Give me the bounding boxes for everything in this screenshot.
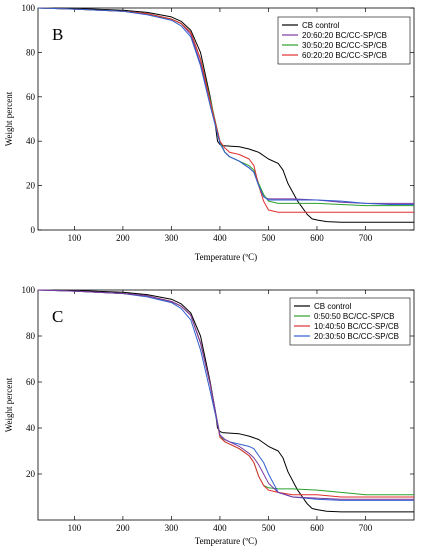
panel-c-x-axis-title: Temperature (ºC) <box>195 536 257 546</box>
panel-b-y-tick-label: 100 <box>22 3 36 13</box>
panel-c-series-line-4 <box>37 289 414 500</box>
panel-c-x-tick-label: 500 <box>262 523 276 533</box>
panel-b-x-tick-label: 200 <box>116 233 130 243</box>
panel-c-letter: C <box>52 307 63 326</box>
panel-b-x-tick-label: 300 <box>165 233 179 243</box>
panel-c-series-line-0 <box>37 289 414 513</box>
panel-b-y-tick-label: 20 <box>26 181 36 191</box>
panel-b-series-line-4 <box>37 7 414 205</box>
panel-b-x-tick-label: 100 <box>68 233 82 243</box>
panel-c-y-tick-label: 20 <box>26 469 36 479</box>
panel-b-x-tick-label: 500 <box>262 233 276 243</box>
panel-b-series-line-0 <box>37 7 414 223</box>
panel-b-y-axis-title: Weight percent <box>4 91 14 146</box>
panel-b-x-tick-label: 700 <box>359 233 373 243</box>
panel-c-x-tick-label: 200 <box>116 523 130 533</box>
panel-b-legend-box <box>277 16 411 65</box>
panel-c-y-tick-label: 60 <box>26 377 36 387</box>
panel-c-legend-label: CB control <box>314 302 352 311</box>
panel-b-legend-label: 20:60:20 BC/CC-SP/CB <box>302 31 387 40</box>
panel-b-y-tick-label: 60 <box>26 92 36 102</box>
panel-b-series-line-3 <box>37 7 414 213</box>
panel-c-y-tick-label: 80 <box>26 331 36 341</box>
panel-c-y-tick-label: 40 <box>26 423 36 433</box>
panel-c-legend-label: 20:30:50 BC/CC-SP/CB <box>314 332 399 341</box>
panel-b-x-tick-label: 600 <box>310 233 324 243</box>
panel-b-legend-label: 30:50:20 BC/CC-SP/CB <box>302 41 387 50</box>
panel-c-x-tick-label: 300 <box>165 523 179 533</box>
panel-c-series-line-3 <box>37 289 414 501</box>
panel-b-y-tick-label: 40 <box>26 136 36 146</box>
panel-b: 100 200 300 400 500 600 700 0 20 40 60 80 100 B Tem… <box>4 3 415 262</box>
panel-c: 100 200 300 400 500 600 700 20 40 60 80 100 C Temp… <box>4 285 415 546</box>
panel-b-legend-label: CB control <box>302 21 340 30</box>
panel-b-y-tick-label: 80 <box>26 47 36 57</box>
panel-c-x-tick-label: 100 <box>68 523 82 533</box>
panel-b-x-axis-title: Temperature (ºC) <box>195 252 257 262</box>
panel-b-letter: B <box>52 25 63 44</box>
panel-b-x-tick-label: 400 <box>213 233 227 243</box>
panel-c-x-tick-label: 600 <box>310 523 324 533</box>
panel-c-x-tick-label: 700 <box>359 523 373 533</box>
panel-b-y-tick-label: 0 <box>31 225 36 235</box>
panel-b-legend-label: 60:20:20 BC/CC-SP/CB <box>302 51 387 60</box>
panel-c-legend-label: 10:40:50 BC/CC-SP/CB <box>314 322 399 331</box>
panel-c-y-tick-label: 100 <box>22 285 36 295</box>
panel-c-y-axis-title: Weight percent <box>4 377 14 432</box>
panel-c-legend-label: 0:50:50 BC/CC-SP/CB <box>314 312 394 321</box>
panel-c-x-tick-label: 400 <box>213 523 227 533</box>
